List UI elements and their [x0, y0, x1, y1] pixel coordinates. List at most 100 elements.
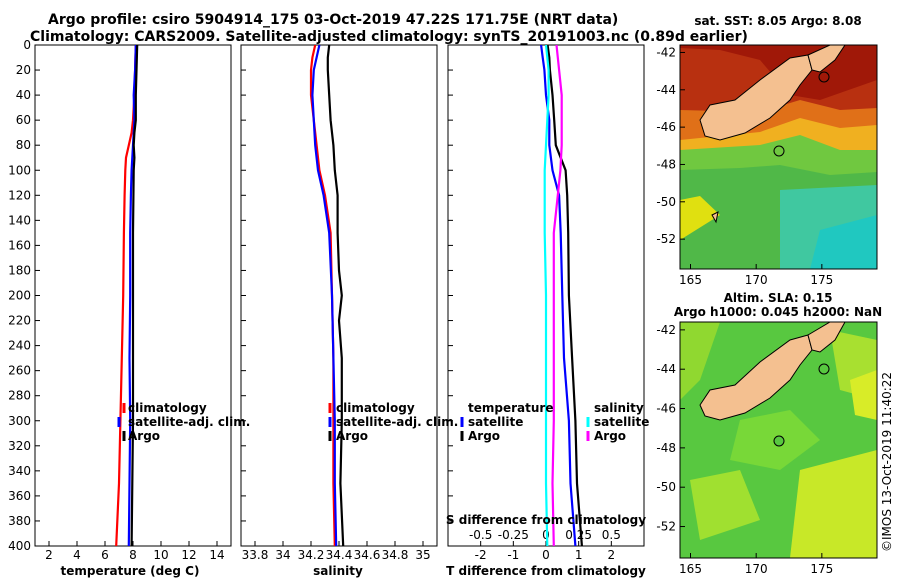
p1-sat-line	[127, 45, 137, 546]
p1-legend-clim: climatology	[128, 401, 207, 415]
sla-map-frame	[679, 321, 878, 559]
sst-y-tick-label: -52	[656, 232, 676, 246]
p3-xlabel: T difference from climatology	[446, 564, 646, 578]
p2-x-tick-label: 33.8	[242, 548, 269, 562]
p2-x-tick-label: 34.8	[382, 548, 409, 562]
sla-y-tick-label: -52	[656, 520, 676, 534]
y-tick-label: 180	[8, 263, 31, 277]
p3-x-tick-label: -2	[475, 548, 487, 562]
sst-map	[680, 45, 877, 269]
p2-x-tick-label: 34.4	[326, 548, 353, 562]
p3-x-tick-label: -1	[507, 548, 519, 562]
chart-marks: 0204060801001201401601802002202402602803…	[8, 38, 833, 576]
title-line-2: Climatology: CARS2009. Satellite-adjuste…	[30, 29, 748, 45]
p1-x-tick-label: 6	[101, 548, 109, 562]
sst-x-tick-label: 165	[679, 273, 702, 287]
sst-x-tick-label: 170	[745, 273, 768, 287]
p2-legend-clim: climatology	[336, 401, 415, 415]
sla-map	[680, 322, 877, 558]
p1-x-tick-label: 14	[209, 548, 224, 562]
sla-y-tick-label: -44	[656, 362, 676, 376]
p3-x-tick-label: 2	[608, 548, 616, 562]
p3-top-label: S difference from climatology	[446, 513, 646, 527]
p2-x-tick-label: 34	[275, 548, 290, 562]
y-tick-label: 320	[8, 439, 31, 453]
sla-x-tick-label: 165	[679, 562, 702, 576]
p2-argo-line	[326, 45, 345, 546]
sla-y-tick-label: -46	[656, 402, 676, 416]
p2-x-tick-label: 34.2	[298, 548, 325, 562]
y-tick-label: 40	[16, 88, 31, 102]
title-line-1: Argo profile: csiro 5904914_175 03-Oct-2…	[48, 12, 619, 28]
y-tick-label: 360	[8, 489, 31, 503]
p3-s-tick-label: 0.5	[602, 528, 621, 542]
p3-s-tick-label: -0.5	[469, 528, 492, 542]
sla-y-tick-label: -48	[656, 441, 676, 455]
p2-sat-line	[311, 45, 338, 546]
p3-legend-t-title: temperature	[468, 401, 553, 415]
p3-s-tick-label: -0.25	[498, 528, 529, 542]
p1-x-tick-label: 4	[73, 548, 81, 562]
p3-x-tick-label: 0	[542, 548, 550, 562]
p3-x-tick-label: 1	[575, 548, 583, 562]
sla-y-tick-label: -50	[656, 480, 676, 494]
y-tick-label: 380	[8, 514, 31, 528]
p3-s-tick-label: 0.25	[565, 528, 592, 542]
p2-legend-sat: satellite-adj. clim.	[336, 415, 458, 429]
y-tick-label: 160	[8, 238, 31, 252]
sla-map-title-2: Argo h1000: 0.045 h2000: NaN	[674, 305, 882, 319]
sst-map-frame	[679, 44, 878, 270]
p1-x-tick-label: 12	[181, 548, 196, 562]
y-tick-label: 80	[16, 138, 31, 152]
y-tick-label: 220	[8, 314, 31, 328]
p3-s-argo-line	[551, 45, 563, 546]
sst-y-tick-label: -44	[656, 83, 676, 97]
y-tick-label: 280	[8, 389, 31, 403]
p2-frame	[240, 44, 438, 547]
p2-legend-argo: Argo	[336, 429, 368, 443]
y-tick-label: 400	[8, 539, 31, 553]
p1-legend-argo: Argo	[128, 429, 160, 443]
y-tick-label: 140	[8, 213, 31, 227]
p1-x-tick-label: 8	[129, 548, 137, 562]
p3-t-sat-line	[540, 45, 577, 546]
y-tick-label: 100	[8, 163, 31, 177]
sst-y-tick-label: -42	[656, 45, 676, 59]
y-tick-label: 60	[16, 113, 31, 127]
p3-t-argo-line	[546, 45, 583, 546]
y-tick-label: 300	[8, 414, 31, 428]
y-tick-label: 0	[23, 38, 31, 52]
p3-legend-s-argo: Argo	[594, 429, 626, 443]
y-tick-label: 120	[8, 188, 31, 202]
sst-map-title: sat. SST: 8.05 Argo: 8.08	[694, 14, 861, 28]
p2-clim-line	[309, 45, 336, 546]
sla-x-tick-label: 175	[810, 562, 833, 576]
sla-y-tick-label: -42	[656, 323, 676, 337]
p3-legend-t-argo: Argo	[468, 429, 500, 443]
y-tick-label: 340	[8, 464, 31, 478]
p3-legend-s-title: salinity	[594, 401, 644, 415]
sst-y-tick-label: -46	[656, 120, 676, 134]
p1-xlabel: temperature (deg C)	[61, 564, 200, 578]
sst-y-tick-label: -48	[656, 157, 676, 171]
sla-map-title-1: Altim. SLA: 0.15	[724, 291, 833, 305]
y-tick-label: 200	[8, 289, 31, 303]
credit: ©IMOS 13-Oct-2019 11:40:22	[880, 372, 894, 552]
sla-x-tick-label: 170	[745, 562, 768, 576]
y-tick-label: 20	[16, 63, 31, 77]
p3-legend-s-sat: satellite	[594, 415, 649, 429]
y-tick-label: 260	[8, 364, 31, 378]
p2-x-tick-label: 35	[415, 548, 430, 562]
p1-legend-sat: satellite-adj. clim.	[128, 415, 250, 429]
p1-argo-line	[130, 45, 139, 546]
p2-x-tick-label: 34.6	[354, 548, 381, 562]
p1-x-tick-label: 10	[153, 548, 168, 562]
sst-x-tick-label: 175	[810, 273, 833, 287]
p3-s-sat-line	[543, 45, 550, 546]
y-tick-label: 240	[8, 339, 31, 353]
p1-x-tick-label: 2	[45, 548, 53, 562]
p3-legend-t-sat: satellite	[468, 415, 523, 429]
sst-y-tick-label: -50	[656, 195, 676, 209]
p2-xlabel: salinity	[313, 564, 363, 578]
